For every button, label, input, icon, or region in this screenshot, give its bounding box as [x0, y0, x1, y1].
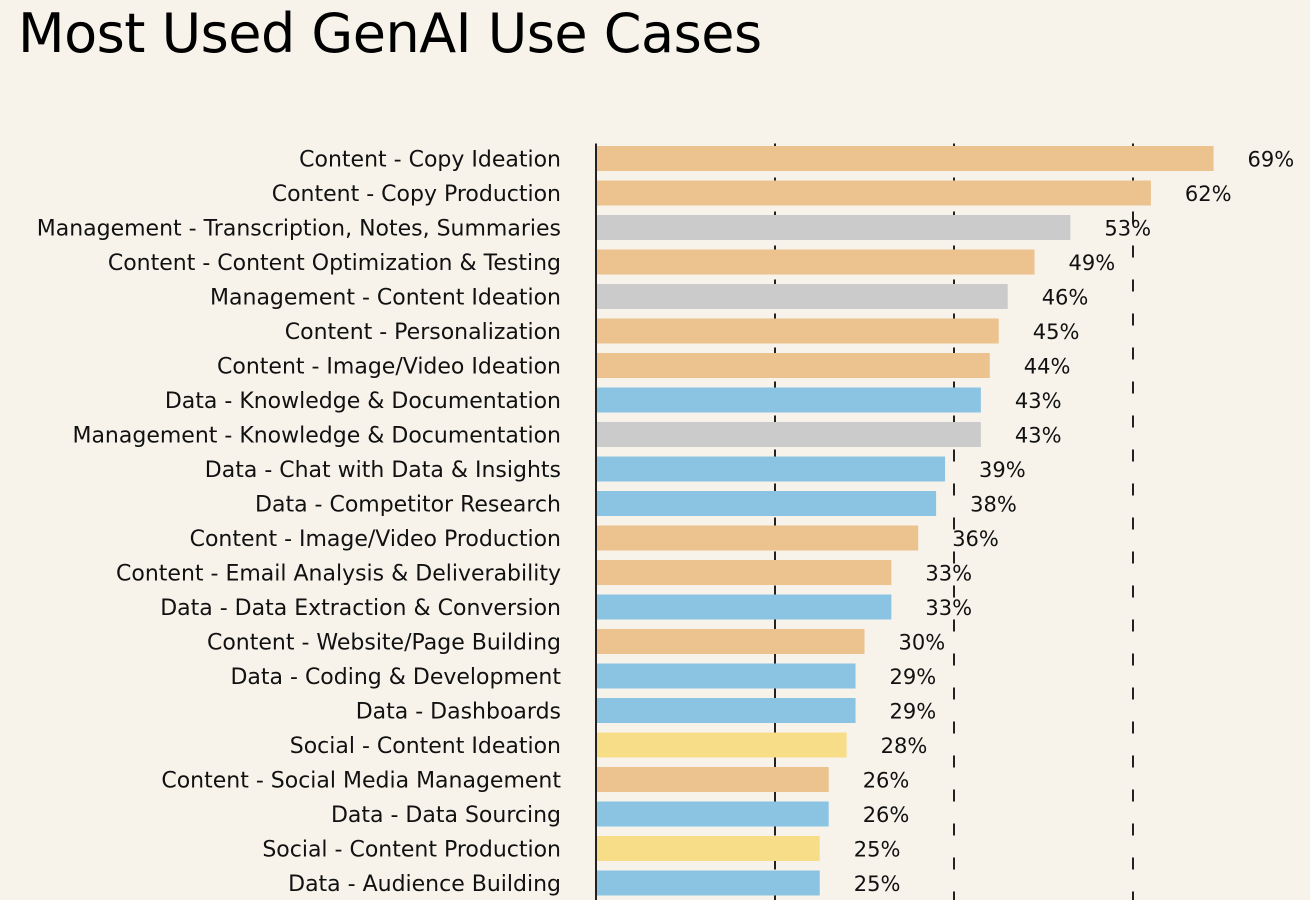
category-label: Data - Dashboards — [356, 700, 561, 725]
value-label: 43% — [1015, 424, 1062, 448]
bar — [596, 456, 946, 482]
value-label: 36% — [952, 527, 999, 551]
bar — [596, 560, 892, 585]
value-label: 39% — [979, 458, 1026, 482]
category-label: Content - Copy Production — [272, 182, 561, 207]
bar — [596, 698, 856, 723]
value-label: 49% — [1069, 251, 1116, 275]
bar — [596, 732, 847, 758]
category-label: Management - Knowledge & Documentation — [72, 424, 561, 449]
value-label: 25% — [854, 838, 901, 862]
bar — [596, 284, 1008, 309]
value-label: 38% — [970, 493, 1017, 517]
category-label: Data - Chat with Data & Insights — [205, 458, 561, 483]
bar — [596, 870, 820, 896]
category-label: Data - Audience Building — [288, 872, 561, 897]
value-label: 29% — [890, 665, 937, 689]
bar — [596, 180, 1151, 206]
value-label: 46% — [1042, 286, 1089, 310]
bar — [596, 146, 1214, 171]
category-label: Content - Email Analysis & Deliverabilit… — [116, 562, 561, 587]
bar — [596, 594, 892, 620]
bar — [596, 836, 820, 861]
value-label: 25% — [854, 872, 901, 896]
category-label: Content - Image/Video Ideation — [217, 355, 561, 380]
value-label: 30% — [899, 631, 946, 655]
value-label: 43% — [1015, 389, 1062, 413]
bar — [596, 387, 981, 413]
category-label: Content - Content Optimization & Testing — [108, 251, 561, 276]
category-label: Social - Content Ideation — [290, 734, 561, 759]
category-label: Social - Content Production — [262, 838, 561, 863]
value-label: 44% — [1024, 355, 1071, 379]
category-label: Content - Social Media Management — [161, 769, 561, 794]
value-label: 53% — [1104, 217, 1151, 241]
value-label: 29% — [890, 700, 937, 724]
category-label: Management - Transcription, Notes, Summa… — [37, 217, 561, 242]
bar — [596, 249, 1035, 275]
bar — [596, 767, 829, 792]
bar — [596, 491, 937, 516]
bar — [596, 422, 981, 447]
value-label: 33% — [925, 596, 972, 620]
bar — [596, 215, 1071, 240]
chart-title: Most Used GenAI Use Cases — [18, 2, 762, 65]
value-label: 45% — [1033, 320, 1080, 344]
category-label: Data - Knowledge & Documentation — [165, 389, 561, 414]
value-label: 28% — [881, 734, 928, 758]
category-label: Content - Copy Ideation — [299, 148, 561, 173]
category-label: Management - Content Ideation — [210, 286, 561, 311]
category-label: Data - Coding & Development — [230, 665, 561, 690]
bar — [596, 801, 829, 827]
value-label: 26% — [863, 803, 910, 827]
bar — [596, 663, 856, 689]
value-label: 33% — [925, 562, 972, 586]
value-label: 26% — [863, 769, 910, 793]
category-label: Content - Image/Video Production — [190, 527, 561, 552]
bar — [596, 629, 865, 654]
bar — [596, 318, 999, 344]
value-label: 62% — [1185, 182, 1232, 206]
category-label: Data - Data Sourcing — [331, 803, 561, 828]
value-label: 69% — [1248, 148, 1295, 172]
bar — [596, 353, 990, 378]
bar — [596, 525, 919, 551]
category-label: Content - Personalization — [285, 320, 561, 345]
category-label: Data - Competitor Research — [255, 493, 561, 518]
category-label: Data - Data Extraction & Conversion — [160, 596, 561, 621]
category-label: Content - Website/Page Building — [207, 631, 561, 656]
